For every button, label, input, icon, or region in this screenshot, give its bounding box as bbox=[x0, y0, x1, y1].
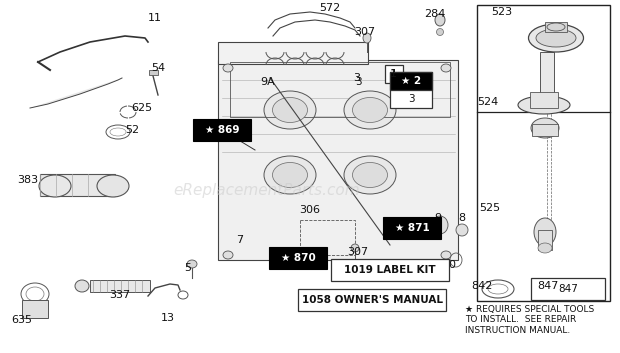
Text: ★ REQUIRES SPECIAL TOOLS
TO INSTALL.  SEE REPAIR
INSTRUCTION MANUAL.: ★ REQUIRES SPECIAL TOOLS TO INSTALL. SEE… bbox=[465, 305, 594, 335]
Bar bbox=[149, 70, 158, 75]
Text: 54: 54 bbox=[151, 63, 165, 73]
Ellipse shape bbox=[528, 24, 583, 52]
Text: 3: 3 bbox=[355, 77, 361, 87]
Bar bbox=[383, 217, 441, 239]
Text: 1: 1 bbox=[389, 69, 397, 79]
Ellipse shape bbox=[536, 29, 576, 47]
Bar bbox=[230, 62, 450, 117]
Text: 1058 OWNER'S MANUAL: 1058 OWNER'S MANUAL bbox=[301, 295, 443, 305]
Ellipse shape bbox=[353, 97, 388, 122]
Text: 383: 383 bbox=[17, 175, 38, 185]
Text: 847: 847 bbox=[538, 281, 559, 291]
Text: 847: 847 bbox=[558, 284, 578, 294]
Text: 11: 11 bbox=[148, 13, 162, 23]
Bar bbox=[532, 124, 558, 136]
Ellipse shape bbox=[187, 260, 197, 268]
Text: 572: 572 bbox=[319, 3, 340, 13]
Text: 8: 8 bbox=[458, 213, 466, 223]
Text: 5: 5 bbox=[185, 263, 192, 273]
Text: 635: 635 bbox=[12, 315, 32, 325]
Ellipse shape bbox=[223, 64, 233, 72]
Ellipse shape bbox=[351, 244, 359, 252]
Ellipse shape bbox=[75, 280, 89, 292]
Polygon shape bbox=[30, 78, 122, 108]
Ellipse shape bbox=[547, 23, 565, 31]
Bar bbox=[531, 278, 605, 300]
Bar bbox=[538, 230, 552, 250]
Ellipse shape bbox=[344, 91, 396, 129]
Text: 52: 52 bbox=[125, 125, 139, 135]
Text: 337: 337 bbox=[110, 290, 131, 300]
Ellipse shape bbox=[441, 64, 451, 72]
Text: 7: 7 bbox=[236, 235, 244, 245]
Text: 307: 307 bbox=[347, 247, 368, 257]
Ellipse shape bbox=[534, 218, 556, 246]
Bar bbox=[390, 72, 432, 90]
Bar bbox=[385, 65, 403, 83]
Ellipse shape bbox=[264, 91, 316, 129]
Text: 842: 842 bbox=[471, 281, 493, 291]
Text: 13: 13 bbox=[161, 313, 175, 323]
Bar bbox=[331, 259, 449, 281]
Ellipse shape bbox=[273, 97, 308, 122]
Text: 9: 9 bbox=[435, 213, 441, 223]
Bar bbox=[298, 289, 446, 311]
Text: 307: 307 bbox=[355, 27, 376, 37]
Text: 524: 524 bbox=[477, 97, 498, 107]
Ellipse shape bbox=[223, 251, 233, 259]
Ellipse shape bbox=[518, 96, 570, 114]
Text: ★ 871: ★ 871 bbox=[394, 223, 430, 233]
Bar bbox=[390, 72, 432, 108]
Text: eReplacementParts.com: eReplacementParts.com bbox=[173, 183, 360, 198]
Ellipse shape bbox=[264, 156, 316, 194]
Bar bbox=[477, 5, 610, 301]
Ellipse shape bbox=[39, 175, 71, 197]
Ellipse shape bbox=[353, 162, 388, 187]
Text: 523: 523 bbox=[492, 7, 513, 17]
Text: 306: 306 bbox=[299, 205, 321, 215]
Bar bbox=[90, 280, 150, 292]
Bar bbox=[540, 52, 554, 107]
Bar bbox=[545, 22, 567, 32]
Ellipse shape bbox=[441, 251, 451, 259]
Bar bbox=[269, 247, 327, 269]
Text: 10: 10 bbox=[443, 260, 457, 270]
Text: 1019 LABEL KIT: 1019 LABEL KIT bbox=[344, 265, 436, 275]
Ellipse shape bbox=[435, 14, 445, 26]
Bar bbox=[530, 92, 558, 108]
Bar bbox=[40, 174, 115, 196]
Ellipse shape bbox=[363, 33, 371, 43]
Text: 625: 625 bbox=[131, 103, 153, 113]
Ellipse shape bbox=[538, 243, 552, 253]
Bar bbox=[22, 300, 48, 318]
Ellipse shape bbox=[531, 118, 559, 138]
Text: 284: 284 bbox=[424, 9, 446, 19]
Ellipse shape bbox=[432, 216, 448, 234]
Text: 9A: 9A bbox=[260, 77, 275, 87]
Ellipse shape bbox=[344, 156, 396, 194]
Text: 3: 3 bbox=[353, 73, 360, 83]
Text: ★ 2: ★ 2 bbox=[401, 76, 421, 86]
Ellipse shape bbox=[97, 175, 129, 197]
Text: 3: 3 bbox=[408, 94, 414, 104]
Text: 525: 525 bbox=[479, 203, 500, 213]
Ellipse shape bbox=[436, 29, 443, 36]
Text: 1: 1 bbox=[391, 69, 397, 79]
Ellipse shape bbox=[456, 224, 468, 236]
Bar bbox=[218, 60, 458, 260]
Bar bbox=[300, 220, 355, 255]
Text: ★ 869: ★ 869 bbox=[205, 125, 239, 135]
Ellipse shape bbox=[273, 162, 308, 187]
Bar bbox=[218, 42, 368, 64]
Text: ★ 870: ★ 870 bbox=[281, 253, 316, 263]
Bar bbox=[193, 119, 251, 141]
